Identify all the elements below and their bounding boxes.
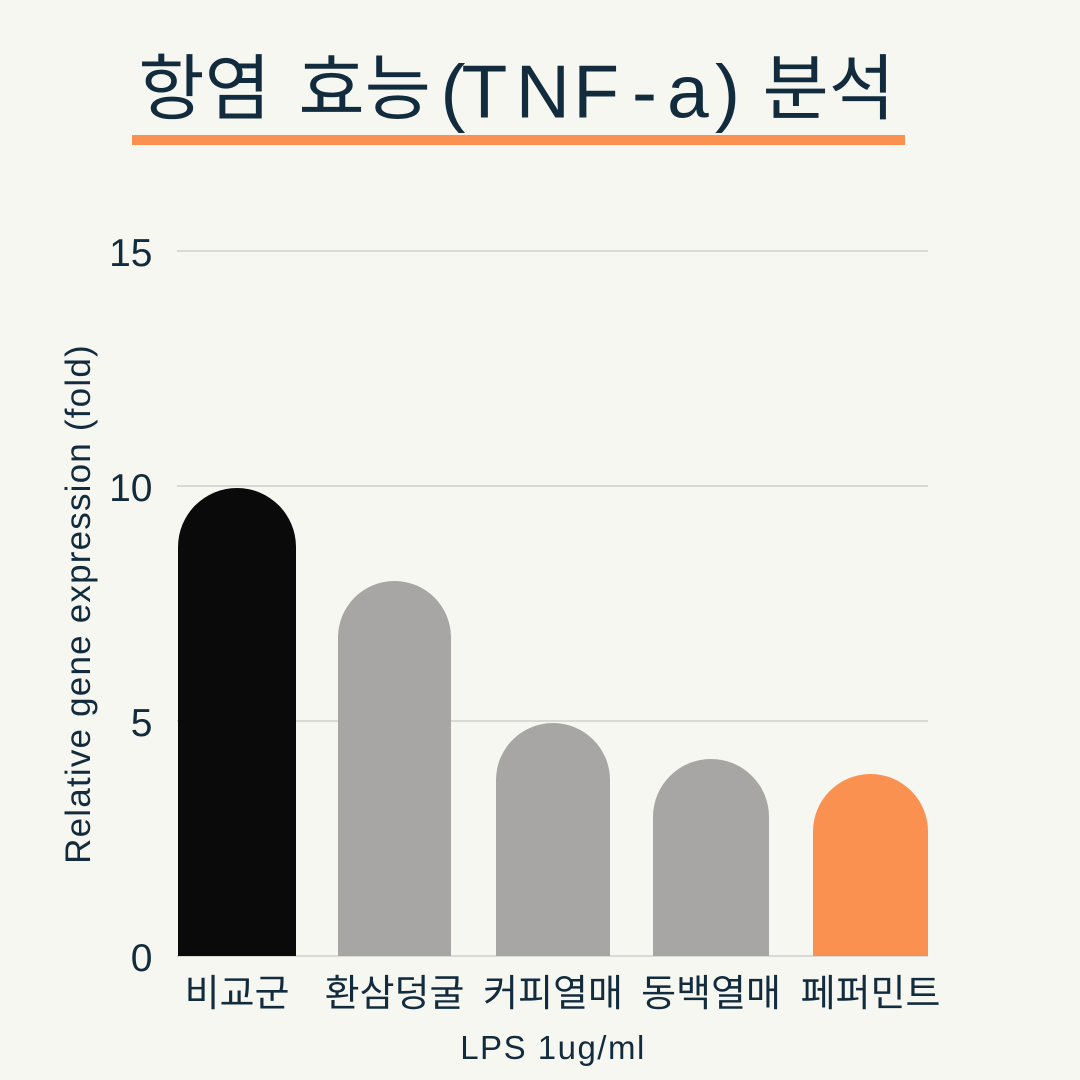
svg-text:N: N [516, 50, 570, 134]
svg-text:5: 5 [131, 702, 153, 745]
svg-text:0: 0 [131, 937, 153, 980]
svg-text:F: F [573, 50, 619, 134]
svg-text:15: 15 [109, 232, 152, 275]
svg-text:(: ( [441, 50, 466, 134]
svg-text:a: a [667, 50, 709, 134]
svg-text:LPS 1ug/ml: LPS 1ug/ml [460, 1029, 646, 1066]
svg-text:): ) [715, 50, 740, 134]
svg-text:T: T [462, 50, 508, 134]
svg-text:Relative gene expression (fold: Relative gene expression (fold) [59, 344, 98, 864]
svg-text:10: 10 [109, 467, 152, 510]
svg-text:-: - [632, 50, 657, 134]
